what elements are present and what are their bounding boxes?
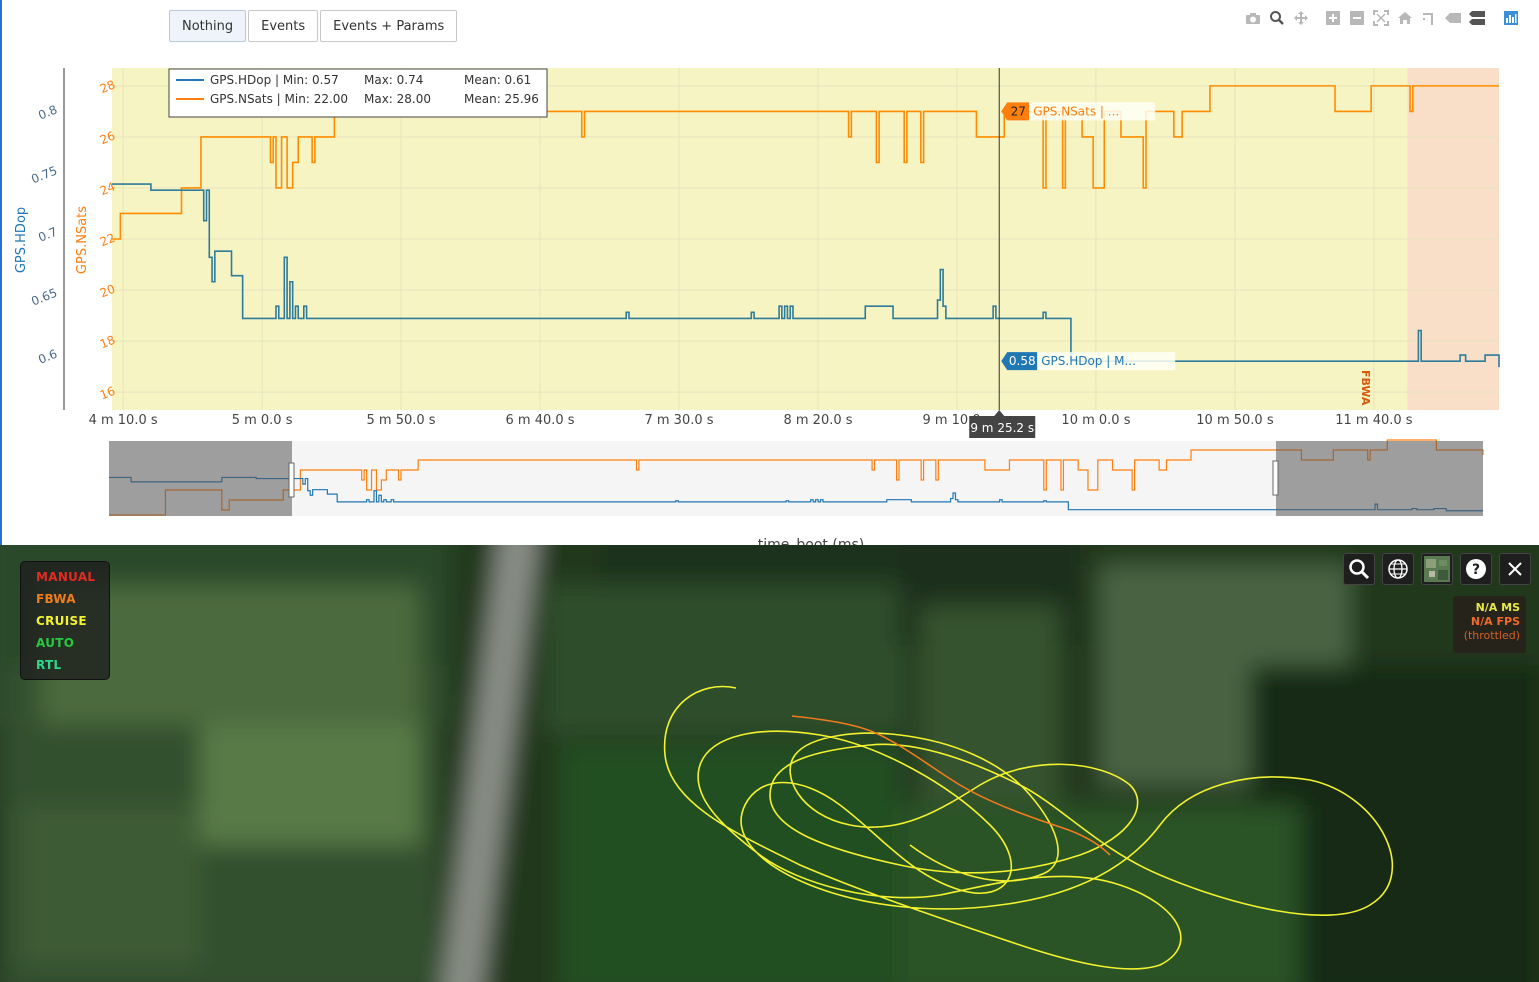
chart-legend[interactable]: GPS.HDop | Min: 0.57 Max: 0.74 Mean: 0.61 G… (168, 68, 548, 118)
x-tick-label: 5 m 50.0 s (367, 413, 436, 428)
mode-events-params-button[interactable]: Events + Params (320, 10, 458, 42)
fps-stat: N/A FPS (1470, 615, 1520, 628)
performance-stats: N/A MS N/A FPS (throttled) (1453, 596, 1526, 653)
close-icon[interactable] (1499, 553, 1531, 585)
y1-tick-label: 0.65 (29, 286, 59, 309)
x-axis-title: time_boot (ms) (758, 537, 864, 545)
x-tick-label: 4 m 10.0 s (89, 413, 158, 428)
globe-icon[interactable] (1382, 553, 1414, 585)
mode-auto-label: AUTO (36, 636, 75, 650)
y1-tick-label: 0.8 (36, 102, 59, 122)
autoscale-icon[interactable] (1370, 9, 1392, 27)
y2-tick-label: 26 (98, 129, 117, 148)
y2-tick-label: 28 (98, 78, 117, 97)
y1-axis-title: GPS.HDop (14, 207, 29, 273)
x-tick-label: 10 m 0.0 s (1061, 413, 1130, 428)
x-tick-label: 5 m 0.0 s (232, 413, 293, 428)
hover-text-box-1 (1037, 352, 1176, 371)
hover-text-0: GPS.NSats | ... (1033, 104, 1119, 118)
y2-axis-title: GPS.NSats (75, 206, 90, 274)
y2-tick-label: 16 (98, 384, 117, 403)
mode-events-button[interactable]: Events (248, 10, 319, 42)
flight-mode-legend: MANUAL FBWA CRUISE AUTO RTL (20, 561, 110, 680)
plot-panel: Nothing Events Events + Params 4 m 10.0 … (0, 0, 1539, 545)
pan-icon[interactable] (1290, 9, 1312, 27)
satellite-icon[interactable] (1421, 553, 1453, 585)
mode-manual-label: MANUAL (36, 570, 96, 584)
legend-text-0-0: GPS.HDop | Min: 0.57 (210, 73, 339, 87)
hover-closest-icon[interactable] (1442, 9, 1464, 27)
range-slider-bg (109, 441, 1483, 516)
hover-value-box-0 (1001, 102, 1030, 121)
ms-stat: N/A MS (1475, 601, 1520, 614)
mode-nothing-button[interactable]: Nothing (169, 10, 247, 42)
range-series-nsats (109, 439, 1484, 516)
y2-tick-label: 22 (98, 231, 117, 250)
crosshair-x-label-arrow (994, 410, 1005, 416)
throttled-stat: (throttled) (1463, 629, 1520, 642)
hover-value-1: 0.58 (1009, 354, 1036, 368)
mode-fbwa-label: FBWA (36, 592, 76, 606)
x-tick-label: 10 m 50.0 s (1196, 413, 1274, 428)
legend-text-0-2: Mean: 0.61 (464, 73, 531, 87)
search-icon[interactable] (1343, 553, 1375, 585)
y1-tick-label: 0.7 (36, 225, 59, 245)
x-tick-label: 6 m 40.0 s (506, 413, 575, 428)
fbwa-region-label: FBWA (1359, 370, 1372, 406)
hover-value-box-1 (1001, 352, 1038, 371)
hover-value-0: 27 (1011, 104, 1026, 118)
legend-box (168, 68, 548, 118)
mode-rtl-label: RTL (36, 658, 62, 672)
crosshair-x-label-box (969, 416, 1036, 438)
satellite-map[interactable] (0, 545, 1539, 982)
hover-text-1: GPS.HDop | M... (1041, 354, 1136, 368)
plot-modebar (1242, 9, 1524, 27)
svg-text:?: ? (1472, 562, 1480, 578)
range-handle-right (1272, 460, 1279, 496)
x-tick-label: 7 m 30.0 s (644, 413, 713, 428)
y2-tick-label: 18 (98, 333, 117, 352)
range-handle-left (288, 462, 295, 498)
mode-cruise-label: CRUISE (36, 614, 87, 628)
zoom-out-icon[interactable] (1346, 9, 1368, 27)
flight-path-cruise (663, 685, 1394, 970)
gps-chart[interactable]: 4 m 10.0 s 5 m 0.0 s 5 m 50.0 s 6 m 40.0 s 7… (2, 0, 1539, 545)
y2-tick-label: 20 (98, 282, 117, 301)
hover-text-box-0 (1029, 102, 1156, 121)
zoom-in-icon[interactable] (1322, 9, 1344, 27)
range-mask-right (1276, 441, 1483, 516)
crosshair-x-label: 9 m 25.2 s (970, 421, 1034, 435)
legend-text-1-1: Max: 28.00 (364, 92, 431, 106)
y1-tick-label: 0.6 (36, 347, 59, 367)
legend-text-0-1: Max: 0.74 (364, 73, 423, 87)
x-tick-label: 8 m 20.0 s (783, 413, 852, 428)
flight-path-fbwa (791, 715, 1111, 856)
y1-tick-label: 0.75 (29, 163, 59, 186)
range-mask-left (109, 441, 292, 516)
zoom-icon[interactable] (1266, 9, 1288, 27)
series-gps-hdop (112, 183, 1500, 368)
legend-text-1-0: GPS.NSats | Min: 22.00 (210, 92, 348, 106)
map-panel[interactable]: MANUAL FBWA CRUISE AUTO RTL ? N/A MS N/A… (0, 545, 1539, 982)
camera-icon[interactable] (1242, 9, 1264, 27)
hover-labels: 9 m 25.2 s 27 GPS.NSats | ... 0.58 GPS.HDop … (969, 102, 1176, 438)
hover-compare-icon[interactable] (1466, 9, 1488, 27)
map-toolbar: ? (1343, 553, 1538, 585)
legend-text-1-2: Mean: 25.96 (464, 92, 539, 106)
x-tick-label: 11 m 40.0 s (1335, 413, 1413, 428)
annotation-mode-group: Nothing Events Events + Params (169, 10, 459, 42)
series-gps-nsats (112, 85, 1499, 240)
range-slider[interactable] (109, 439, 1484, 516)
range-series-hdop (109, 476, 1483, 512)
spike-lines-icon[interactable] (1418, 9, 1440, 27)
home-icon[interactable] (1394, 9, 1416, 27)
plotly-logo-icon[interactable] (1500, 9, 1522, 27)
help-icon[interactable]: ? (1460, 553, 1492, 585)
